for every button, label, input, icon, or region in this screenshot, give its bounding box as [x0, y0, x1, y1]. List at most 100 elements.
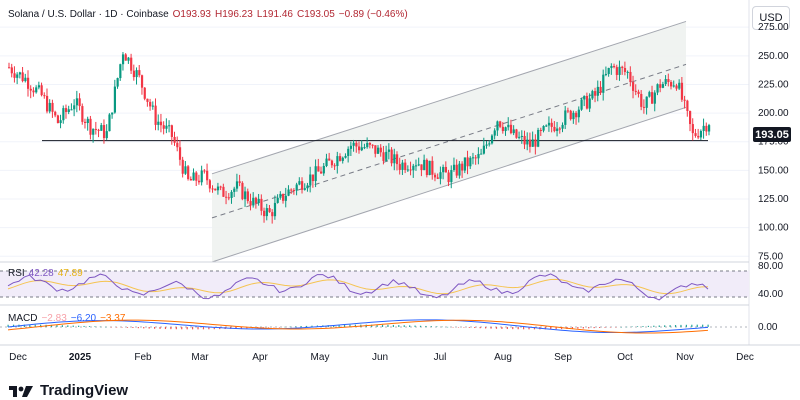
- candle-body: [480, 153, 483, 155]
- candle-body: [645, 96, 648, 108]
- macd-histogram-bar: [441, 326, 443, 328]
- currency-button[interactable]: USD: [752, 6, 790, 30]
- candle-body: [157, 121, 160, 125]
- rsi-legend[interactable]: RSI 42.28 47.89: [8, 268, 83, 279]
- macd-histogram-bar: [403, 325, 405, 327]
- candle-body: [56, 115, 60, 124]
- macd-histogram-bar: [409, 325, 411, 327]
- candle-body: [252, 197, 255, 206]
- candle-body: [8, 67, 11, 69]
- macd-histogram-bar: [284, 326, 286, 328]
- candle-body: [575, 112, 578, 118]
- macd-histogram-bar: [116, 327, 118, 328]
- tradingview-logo[interactable]: TradingView: [8, 382, 128, 399]
- candle-body: [211, 188, 214, 190]
- candle-body: [659, 84, 662, 88]
- macd-histogram-bar: [159, 327, 161, 329]
- candle-body: [94, 128, 98, 130]
- candle-body: [70, 109, 73, 111]
- last-price-tag: 193.05: [753, 127, 791, 142]
- candle-body: [670, 82, 673, 87]
- symbol-title[interactable]: Solana / U.S. Dollar · 1D · Coinbase: [8, 9, 169, 20]
- candle-body: [444, 166, 448, 173]
- time-axis-label: Apr: [252, 352, 268, 363]
- candle-body: [493, 130, 496, 136]
- open-value: O193.93: [172, 9, 211, 20]
- candle-body: [51, 102, 54, 112]
- candle-body: [143, 87, 146, 99]
- candle-body: [588, 98, 591, 109]
- macd-histogram: [7, 324, 709, 330]
- candle-body: [352, 142, 355, 146]
- candle-body: [618, 66, 621, 75]
- macd-histogram-bar: [278, 327, 281, 328]
- candle-body: [642, 106, 646, 108]
- high-value: H196.23: [215, 9, 253, 20]
- macd-legend[interactable]: MACD −2.83 −6.20 −3.37: [8, 313, 125, 324]
- candle-body: [64, 108, 68, 113]
- macd-histogram-bar: [164, 327, 167, 330]
- macd-histogram-bar: [72, 325, 74, 327]
- candle-body: [471, 157, 475, 159]
- candle-body: [336, 156, 339, 167]
- price-axis-label: 225.00: [758, 79, 789, 90]
- candle-body: [395, 154, 399, 165]
- macd-histogram-bar: [631, 326, 633, 328]
- macd-histogram-bar: [555, 327, 557, 330]
- candle-body: [689, 111, 692, 125]
- candle-body: [382, 152, 385, 161]
- candle-body: [235, 181, 239, 189]
- candle-body: [146, 98, 149, 102]
- candle-body: [282, 193, 285, 201]
- candle-body: [442, 166, 445, 173]
- candle-body: [140, 75, 144, 88]
- macd-histogram-bar: [110, 327, 112, 328]
- candle-body: [577, 109, 580, 118]
- candle-body: [159, 121, 163, 126]
- macd-histogram-bar: [137, 327, 139, 329]
- candle-body: [539, 129, 542, 131]
- macd-histogram-bar: [512, 327, 514, 330]
- candle-body: [613, 65, 616, 68]
- macd-histogram-bar: [457, 327, 460, 328]
- candle-body: [83, 121, 87, 124]
- candle-body: [409, 169, 412, 171]
- candle-body: [219, 186, 222, 188]
- rsi-band: [0, 271, 749, 297]
- macd-histogram-bar: [425, 325, 427, 327]
- macd-histogram-bar: [528, 327, 530, 330]
- candle-body: [477, 153, 480, 159]
- candle-body: [678, 82, 681, 89]
- macd-histogram-bar: [501, 327, 503, 329]
- candle-body: [16, 74, 19, 78]
- price-axis-label: 125.00: [758, 194, 789, 205]
- macd-histogram-bar: [414, 325, 416, 327]
- candle-body: [341, 157, 344, 161]
- candle-body: [54, 111, 57, 116]
- candle-body: [154, 105, 157, 125]
- macd-histogram-bar: [523, 327, 525, 330]
- candle-body: [97, 129, 100, 131]
- candle-body: [623, 68, 627, 72]
- macd-histogram-bar: [550, 327, 552, 330]
- candle-body: [667, 79, 670, 83]
- candle-body: [105, 131, 108, 139]
- candle-body: [309, 174, 312, 186]
- candle-body: [699, 130, 703, 138]
- candle-body: [461, 163, 464, 171]
- candle-body: [162, 125, 165, 129]
- candle-body: [265, 208, 268, 217]
- candle-body: [89, 118, 92, 135]
- candle-body: [482, 145, 486, 154]
- candle-body: [534, 139, 537, 147]
- channel-fill: [212, 21, 686, 263]
- macd-value: −6.20: [70, 313, 97, 324]
- candle-body: [78, 98, 81, 107]
- macd-histogram-bar: [105, 326, 107, 328]
- candle-body: [580, 99, 583, 110]
- candle-body: [358, 146, 361, 151]
- candle-body: [499, 121, 502, 127]
- macd-histogram-bar: [544, 327, 546, 330]
